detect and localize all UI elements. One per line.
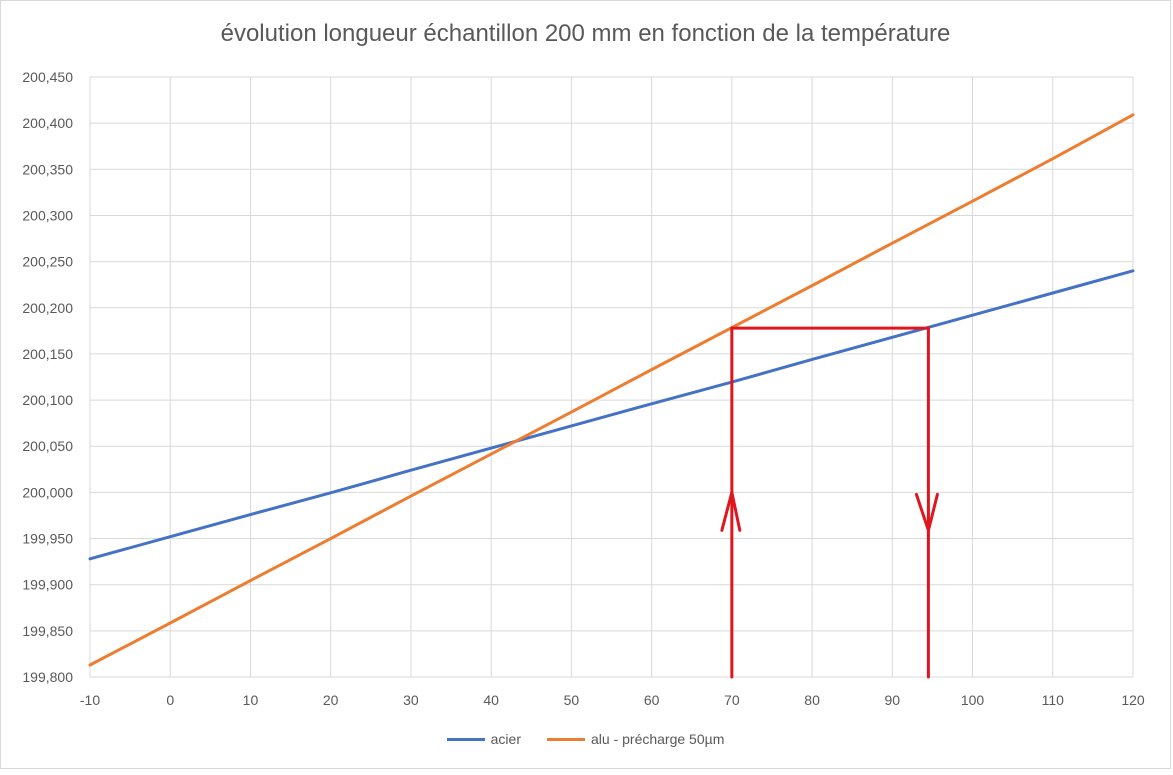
legend-label-alu: alu - précharge 50µm (591, 731, 725, 747)
legend-item-alu: alu - précharge 50µm (547, 731, 724, 747)
x-tick-label: 70 (724, 692, 740, 708)
x-tick-label: 20 (323, 692, 339, 708)
chart-title: évolution longueur échantillon 200 mm en… (220, 20, 951, 47)
y-tick-label: 200,000 (22, 484, 73, 500)
y-tick-label: 200,300 (22, 207, 73, 223)
tick-labels: -10 0 10 20 30 40 50 60 70 80 90 100 110 120 199,800 19… (22, 69, 1145, 708)
legend-swatch-acier (446, 737, 485, 741)
x-tick-label: 40 (483, 692, 499, 708)
y-tick-label: 200,400 (22, 115, 73, 131)
y-tick-label: 199,950 (22, 531, 73, 547)
y-tick-label: 200,100 (22, 392, 73, 408)
x-tick-label: 10 (243, 692, 259, 708)
series-lines (88, 113, 1135, 667)
legend: acier alu - précharge 50µm (0, 731, 1171, 747)
up-arrowhead (720, 490, 742, 532)
y-tick-label: 199,850 (22, 623, 73, 639)
x-tick-label: 0 (166, 692, 174, 708)
x-tick-label: -10 (80, 692, 100, 708)
down-arrowhead (914, 492, 939, 532)
y-tick-label: 200,350 (22, 161, 73, 177)
y-tick-label: 200,050 (22, 438, 73, 454)
legend-swatch-alu (547, 737, 585, 741)
legend-label-acier: acier (490, 731, 521, 747)
y-tick-label: 200,450 (22, 69, 73, 85)
legend-item-acier: acier (446, 731, 521, 747)
x-tick-label: 90 (885, 692, 901, 708)
y-tick-label: 200,150 (22, 346, 73, 362)
x-tick-label: 110 (1042, 692, 1065, 708)
grid-lines (89, 76, 1134, 678)
y-tick-label: 199,900 (22, 577, 73, 593)
y-tick-label: 199,800 (22, 669, 73, 685)
x-tick-label: 30 (403, 692, 419, 708)
series-line-alu (88, 113, 1135, 667)
annotation-lines (720, 326, 939, 679)
x-tick-label: 100 (961, 692, 985, 708)
y-tick-label: 200,200 (22, 300, 73, 316)
x-tick-label: 80 (804, 692, 820, 708)
series-line-acier (88, 269, 1135, 561)
x-tick-label: 50 (564, 692, 580, 708)
x-tick-label: 120 (1121, 692, 1145, 708)
y-tick-label: 200,250 (22, 254, 73, 270)
x-tick-label: 60 (644, 692, 660, 708)
